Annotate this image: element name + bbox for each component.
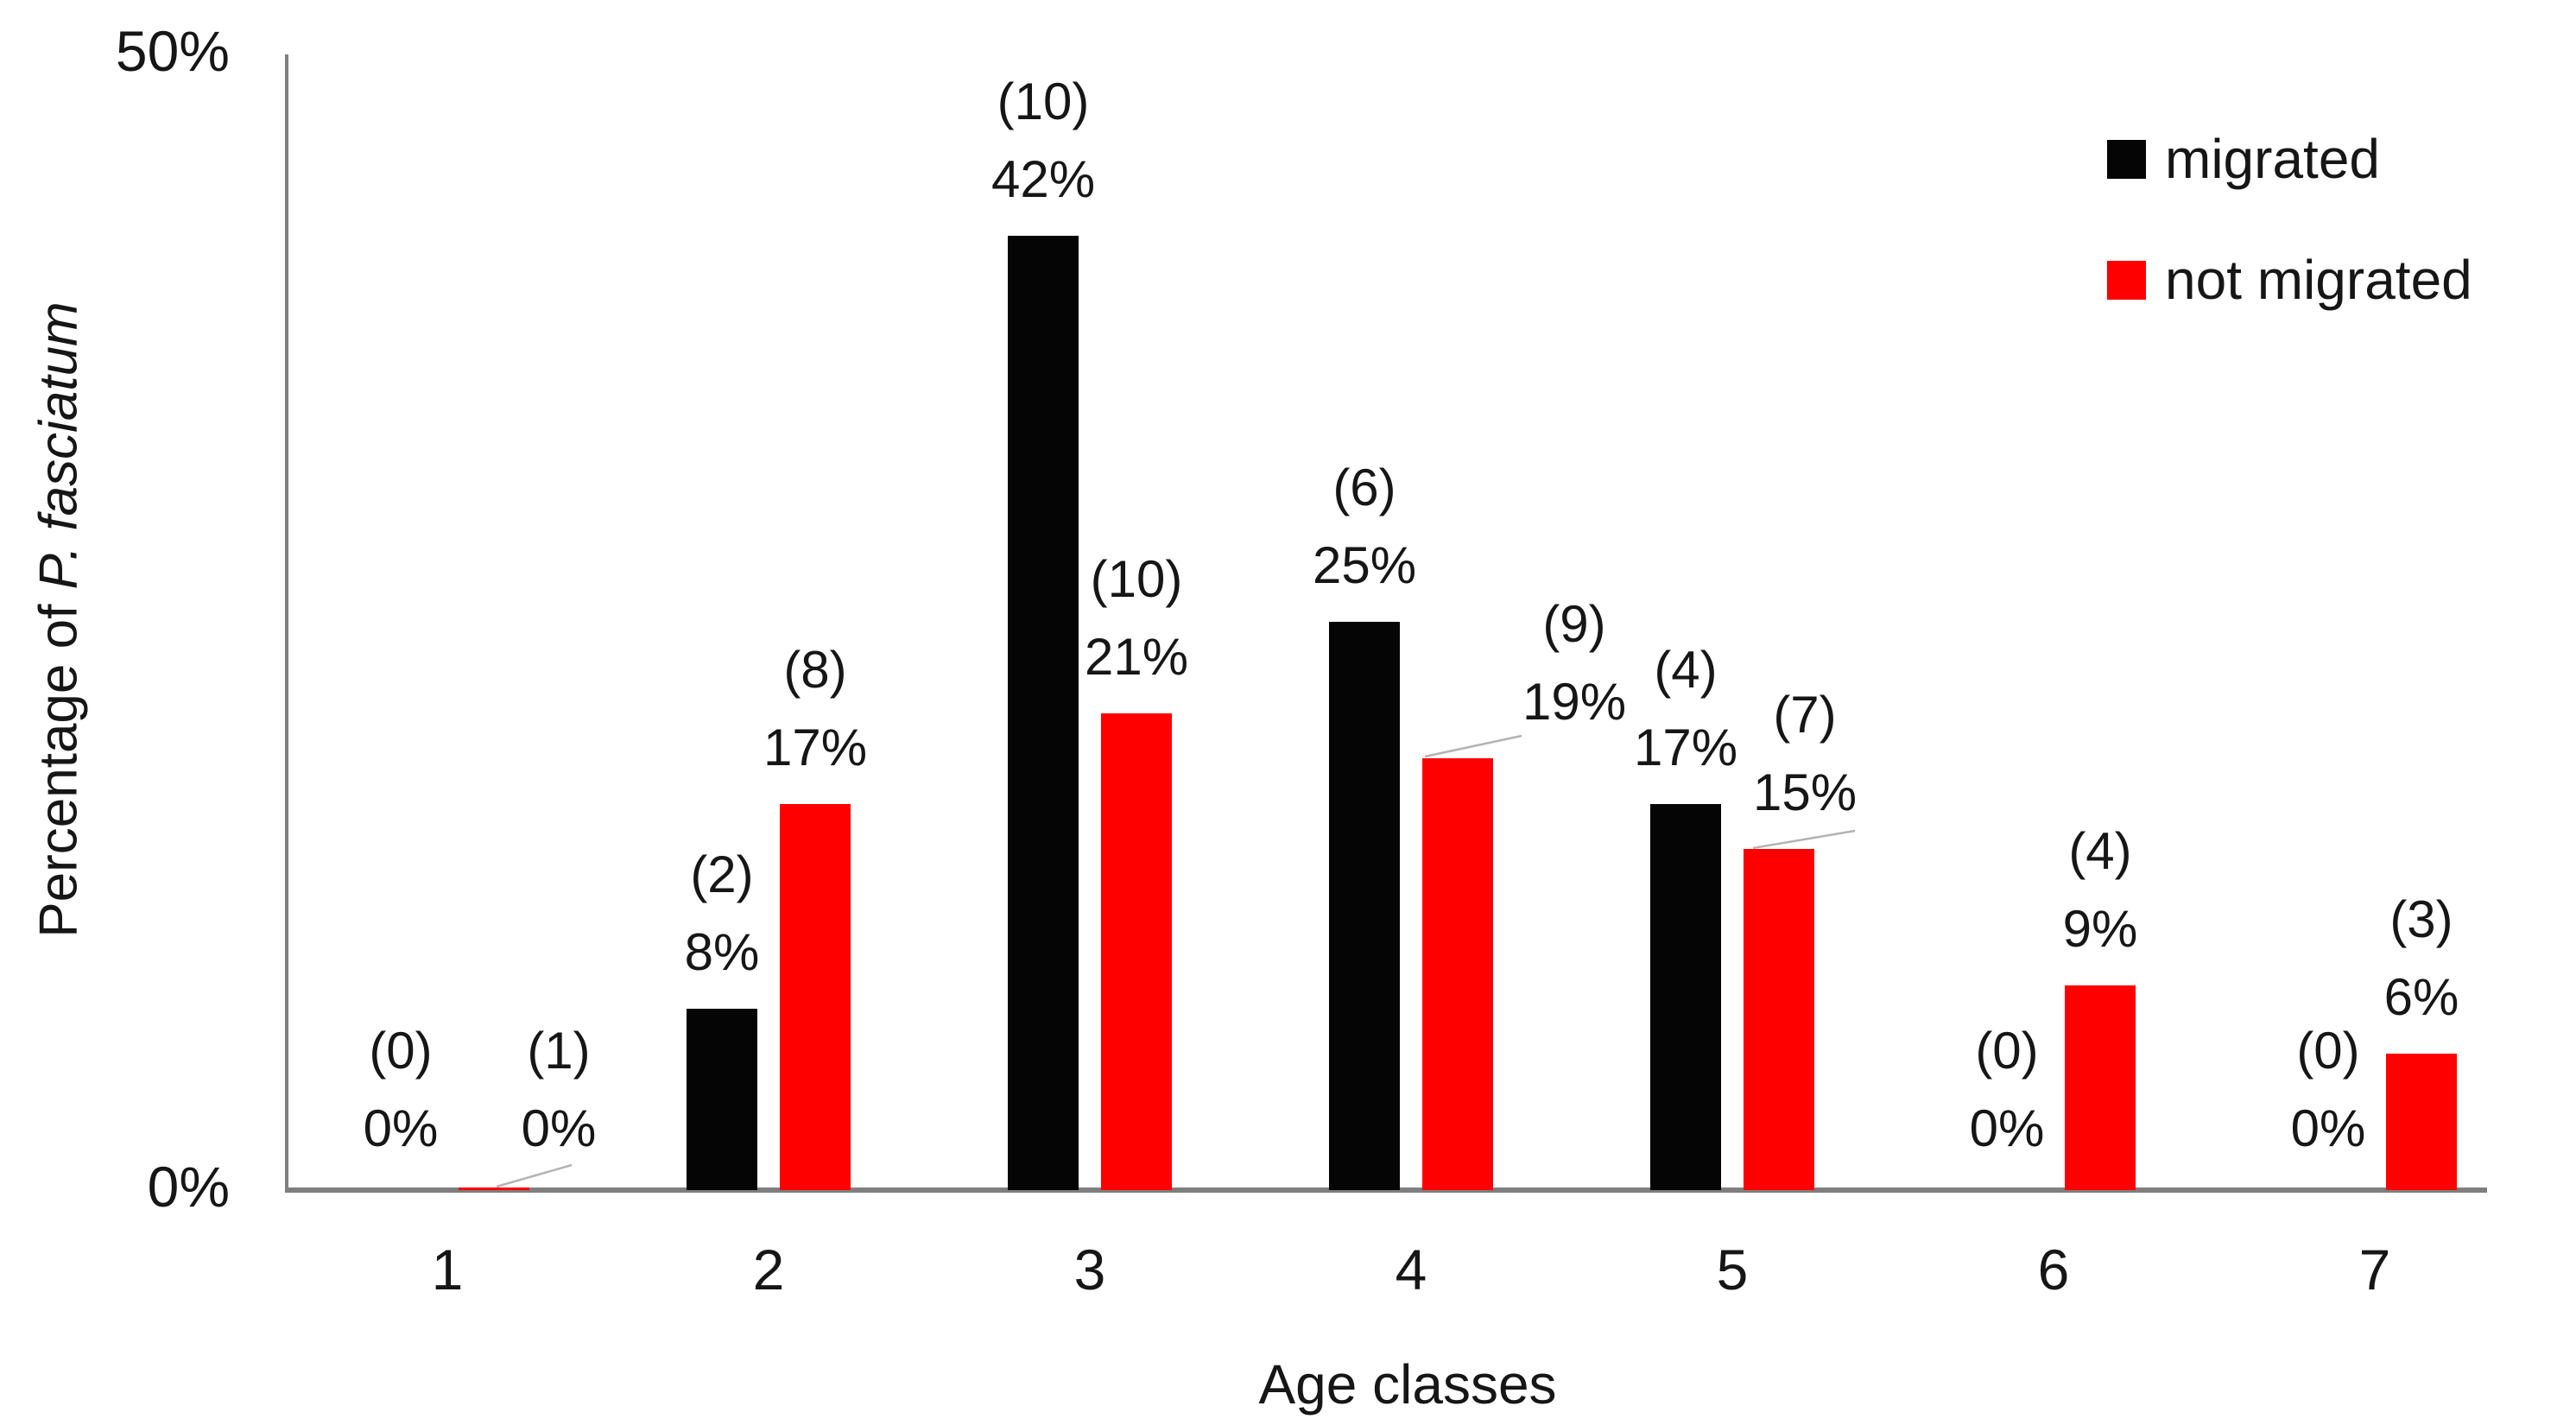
leader-line-1 xyxy=(1424,734,1522,758)
migrated-swatch-icon xyxy=(2107,139,2146,179)
bar-not-migrated-age-6 xyxy=(2065,985,2136,1190)
x-tick-3: 3 xyxy=(1073,1238,1106,1302)
point-label-not-migrated-age-7: (3) 6% xyxy=(2383,890,2459,1026)
bar-migrated-age-3 xyxy=(1008,236,1079,1190)
bar-migrated-age-4 xyxy=(1329,622,1400,1190)
point-label-migrated-age-2: (2) 8% xyxy=(684,846,760,981)
bar-not-migrated-age-4 xyxy=(1422,758,1493,1190)
point-label-not-migrated-age-6: (4) 9% xyxy=(2062,822,2138,958)
point-label-migrated-age-7: (0) 0% xyxy=(2290,1022,2366,1157)
leader-line-0 xyxy=(496,1163,573,1188)
point-label-migrated-age-6: (0) 0% xyxy=(1969,1022,2045,1157)
legend-item-migrated: migrated xyxy=(2107,127,2380,191)
point-label-migrated-age-4: (6) 25% xyxy=(1312,459,1417,594)
bar-not-migrated-age-3 xyxy=(1101,713,1172,1190)
bar-not-migrated-age-7 xyxy=(2386,1054,2457,1190)
bar-not-migrated-age-2 xyxy=(780,804,851,1190)
bar-not-migrated-age-1 xyxy=(459,1188,529,1190)
point-label-not-migrated-age-2: (8) 17% xyxy=(763,641,868,776)
y-tick-50: 50% xyxy=(115,19,230,83)
point-label-not-migrated-age-4: (9) 19% xyxy=(1522,595,1627,731)
y-axis-line xyxy=(285,54,288,1191)
leader-line-2 xyxy=(1752,829,1856,850)
bar-not-migrated-age-5 xyxy=(1744,849,1814,1190)
x-axis-line xyxy=(285,1188,2487,1193)
y-axis-title-species: P. fasciatum xyxy=(28,301,89,590)
bar-migrated-age-2 xyxy=(687,1009,757,1190)
point-label-migrated-age-3: (10) 42% xyxy=(991,73,1096,208)
point-label-not-migrated-age-3: (10) 21% xyxy=(1084,550,1189,686)
x-axis-title: Age classes xyxy=(1258,1353,1557,1416)
x-tick-1: 1 xyxy=(431,1238,464,1302)
point-label-not-migrated-age-5: (7) 15% xyxy=(1752,686,1858,821)
not-migrated-swatch-icon xyxy=(2107,260,2146,300)
point-label-not-migrated-age-1: (1) 0% xyxy=(521,1022,597,1157)
y-axis-title-plain: Percentage of xyxy=(28,589,89,938)
y-tick-0: 0% xyxy=(147,1155,230,1219)
legend-label-not-migrated: not migrated xyxy=(2165,249,2472,311)
x-tick-7: 7 xyxy=(2358,1238,2391,1302)
point-label-migrated-age-1: (0) 0% xyxy=(363,1022,439,1157)
x-tick-4: 4 xyxy=(1395,1238,1427,1302)
bar-migrated-age-5 xyxy=(1650,804,1721,1190)
x-tick-2: 2 xyxy=(752,1238,785,1302)
x-tick-6: 6 xyxy=(2037,1238,2070,1302)
y-axis-title: Percentage of P. fasciatum xyxy=(28,188,90,1052)
legend-item-not-migrated: not migrated xyxy=(2107,248,2472,312)
point-label-migrated-age-5: (4) 17% xyxy=(1633,641,1738,776)
legend-label-migrated: migrated xyxy=(2165,128,2380,190)
x-tick-5: 5 xyxy=(1716,1238,1749,1302)
